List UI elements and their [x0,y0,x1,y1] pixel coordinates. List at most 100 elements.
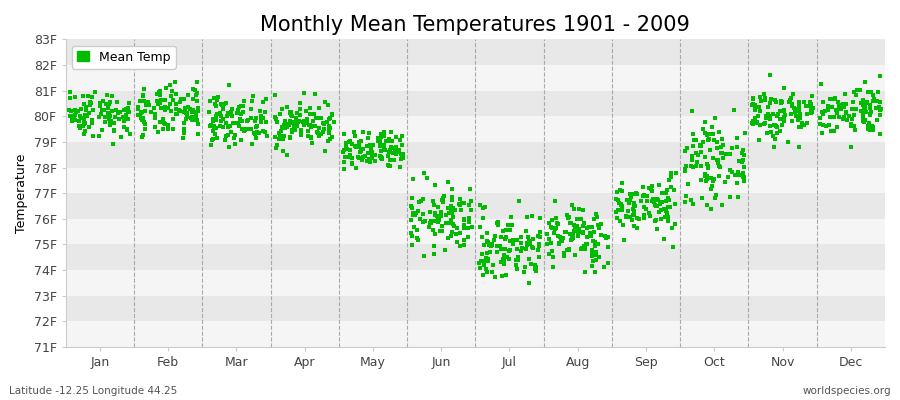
Point [522,280,536,286]
Point [626,212,640,218]
Point [320,119,335,125]
Point [234,118,248,124]
Point [116,107,130,113]
Point [337,147,351,153]
Point [68,111,83,118]
Point [580,240,594,247]
Point [385,138,400,144]
Point [532,243,546,250]
Point [707,194,722,201]
Point [763,100,778,106]
Point [482,249,497,256]
Point [698,178,713,184]
Point [284,120,298,126]
Point [694,163,708,169]
Point [555,238,570,245]
Point [431,218,446,225]
Point [652,201,667,208]
Point [609,209,624,215]
Point [686,201,700,207]
Point [866,98,880,104]
Bar [66,270,885,296]
Point [337,130,351,137]
Point [626,208,641,214]
Point [235,126,249,132]
Point [117,118,131,125]
Point [374,130,388,137]
Point [615,180,629,186]
Point [767,144,781,150]
Point [202,98,217,104]
Point [584,232,598,239]
Point [861,89,876,95]
Point [735,174,750,180]
Point [422,224,436,230]
Point [135,134,149,140]
Point [664,225,679,231]
Point [591,254,606,260]
Point [178,104,193,111]
Point [716,142,731,148]
Point [122,108,136,115]
Point [814,81,828,88]
Point [706,176,721,183]
Bar [66,219,885,244]
Point [686,143,700,149]
Point [394,154,409,161]
Point [679,192,693,199]
Point [130,112,145,119]
Point [659,206,673,212]
Point [497,257,511,263]
Point [806,105,820,111]
Point [166,96,180,103]
Point [231,107,246,113]
Point [804,107,818,113]
Point [412,216,427,222]
Point [96,98,111,105]
Point [454,200,469,206]
Point [493,243,508,249]
Point [137,86,151,92]
Point [481,239,495,245]
Point [476,242,491,248]
Point [638,206,652,212]
Point [770,113,784,120]
Point [690,152,705,158]
Point [318,99,332,105]
Point [405,205,419,212]
Point [106,127,121,134]
Point [703,147,717,153]
Point [737,152,751,158]
Point [76,116,91,122]
Point [462,219,476,225]
Point [856,118,870,124]
Point [92,114,106,121]
Point [291,119,305,125]
Point [833,102,848,109]
Point [149,91,164,97]
Point [216,105,230,111]
Point [668,201,682,208]
Point [589,249,603,255]
Point [849,92,863,98]
Point [168,78,183,85]
Point [405,242,419,248]
Point [509,245,524,252]
Point [511,256,526,263]
Point [645,188,660,195]
Point [303,134,318,140]
Point [524,261,538,268]
Point [441,205,455,211]
Point [496,256,510,262]
Point [840,117,854,123]
Point [102,110,116,116]
Point [678,166,692,172]
Point [777,118,791,124]
Point [240,117,255,124]
Point [210,97,224,103]
Point [563,220,578,226]
Point [792,108,806,114]
Point [69,108,84,115]
Point [297,122,311,128]
Point [412,199,427,206]
